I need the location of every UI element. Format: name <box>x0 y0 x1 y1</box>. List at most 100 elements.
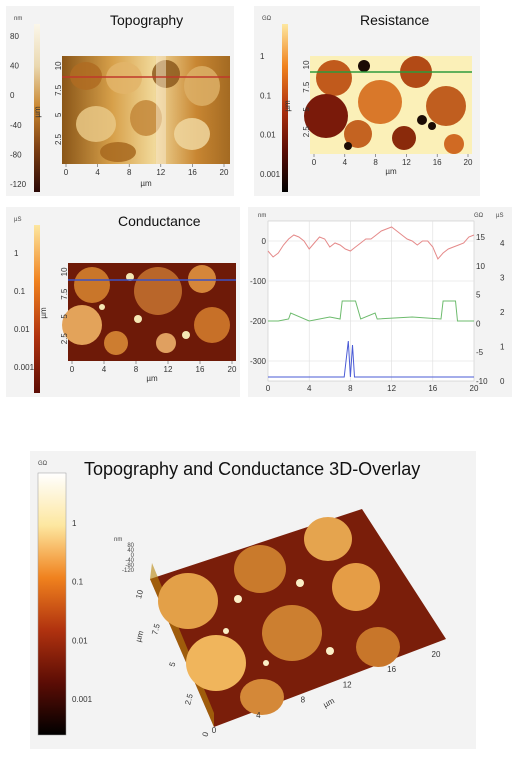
resistance-title: Resistance <box>360 12 430 28</box>
overlay-z-label: nm <box>114 537 122 543</box>
profile-right1-tick: 10 <box>476 262 485 271</box>
conductance-x-tick: 8 <box>134 365 139 374</box>
conductance-colorbar <box>34 225 40 393</box>
overlay-colorbar-tick: 1 <box>72 519 77 528</box>
resistance-y-tick: 7.5 <box>302 81 311 93</box>
resistance-x-tick: 0 <box>312 158 317 167</box>
conductance-y-tick: 10 <box>60 267 69 276</box>
resistance-x-tick: 20 <box>464 158 473 167</box>
profile-x-tick: 12 <box>387 384 396 393</box>
topography-colorbar-unit: nm <box>14 16 22 22</box>
profile-right2-tick: 0 <box>500 377 505 386</box>
overlay-y-label: µm <box>134 629 146 643</box>
resistance-x-tick: 16 <box>433 158 442 167</box>
resistance-colorbar <box>282 24 288 192</box>
overlay-x-tick: 20 <box>432 650 441 659</box>
overlay-y-tick: 0 <box>201 731 211 738</box>
profile-x-tick: 4 <box>307 384 312 393</box>
profile-x-tick: 16 <box>428 384 437 393</box>
overlay-colorbar-unit: GΩ <box>38 461 48 467</box>
topography-y-tick: 10 <box>54 61 63 70</box>
conductance-map: µS 1 0.1 0.01 0.001 0 4 8 12 16 20 2.5 5 7.5 10 µm µ… <box>14 217 237 393</box>
overlay-x-tick: 8 <box>301 696 306 705</box>
conductance-x-tick: 16 <box>196 365 205 374</box>
profile-series-0 <box>267 226 475 260</box>
topography-y-tick: 7.5 <box>54 84 63 96</box>
overlay-colorbar-tick: 0.001 <box>72 695 93 704</box>
overlay-z-tick: -80 <box>125 563 134 569</box>
overlay-x-label: µm <box>322 696 336 709</box>
topography-colorbar-tick: 0 <box>10 91 15 100</box>
profile-right2-tick: 2 <box>500 308 505 317</box>
conductance-x-tick: 12 <box>164 365 173 374</box>
profile-right1-tick: -10 <box>476 377 488 386</box>
overlay-title: Topography and Conductance 3D-Overlay <box>84 459 421 479</box>
profile-chart-panel: 0 4 8 12 16 20 0 -100 -200 -300 15 10 5 0 -5 -10 4 3 2 1 0 n… <box>248 207 512 397</box>
topography-colorbar-tick: 80 <box>10 32 19 41</box>
profile-right1-tick: 5 <box>476 291 481 300</box>
topography-x-tick: 16 <box>188 168 197 177</box>
topography-y-label: µm <box>33 106 42 118</box>
topography-colorbar-tick: -40 <box>10 121 22 130</box>
conductance-x-tick: 20 <box>228 365 237 374</box>
resistance-colorbar-tick: 0.001 <box>260 170 281 179</box>
profile-left-tick: 0 <box>262 237 267 246</box>
conductance-colorbar-unit: µS <box>14 217 21 223</box>
profile-right-unit-2: µS <box>496 213 503 219</box>
conductance-colorbar-tick: 0.001 <box>14 363 35 372</box>
topography-colorbar-tick: -120 <box>10 180 27 189</box>
conductance-colorbar-tick: 0.1 <box>14 287 26 296</box>
conductance-title: Conductance <box>118 213 201 229</box>
resistance-colorbar-tick: 0.1 <box>260 91 272 100</box>
overlay-colorbar-tick: 0.01 <box>72 636 88 645</box>
profile-plot-area <box>267 220 475 382</box>
profile-right2-tick: 4 <box>500 239 505 248</box>
topography-grains <box>70 56 220 164</box>
conductance-colorbar-tick: 1 <box>14 249 19 258</box>
profile-right1-tick: 15 <box>476 233 485 242</box>
profile-series-2 <box>268 340 474 378</box>
resistance-x-label: µm <box>385 167 397 176</box>
resistance-x-tick: 12 <box>402 158 411 167</box>
conductance-grains <box>62 265 230 355</box>
overlay-z-tick: 40 <box>127 548 134 554</box>
resistance-x-tick: 8 <box>373 158 378 167</box>
topography-map: nm 80 40 0 -40 -80 -120 0 4 8 12 16 20 2.5 5 7.5 10 µm… <box>10 16 230 192</box>
profile-left-tick: -200 <box>250 317 267 326</box>
resistance-map: GΩ 1 0.1 0.01 0.001 0 4 8 12 16 20 2.5 5 7.5 10 µm µ… <box>260 16 473 192</box>
profile-x-tick: 8 <box>348 384 353 393</box>
overlay-y-tick: 5 <box>168 661 178 668</box>
topography-colorbar-tick: -80 <box>10 150 22 159</box>
topography-panel: Topography nm 80 40 0 -40 -80 -120 0 4 8 12 16 20 <box>6 6 234 196</box>
conductance-x-label: µm <box>146 374 158 383</box>
profile-x-tick: 0 <box>266 384 271 393</box>
overlay-x-tick: 4 <box>256 711 261 720</box>
profile-right2-tick: 3 <box>500 274 505 283</box>
profile-right1-tick: -5 <box>476 348 484 357</box>
overlay-3d: GΩ 1 0.1 0.01 0.001 0 4 8 12 16 20 0 2.5 5 7.5 10 8040… <box>37 461 446 738</box>
resistance-colorbar-tick: 1 <box>260 52 265 61</box>
overlay-grains <box>158 517 400 715</box>
resistance-colorbar-tick: 0.01 <box>260 131 276 140</box>
conductance-colorbar-tick: 0.01 <box>14 325 30 334</box>
profile-left-tick: -100 <box>250 277 267 286</box>
overlay-x-tick: 16 <box>387 665 396 674</box>
resistance-x-tick: 4 <box>343 158 348 167</box>
topography-x-tick: 20 <box>220 168 229 177</box>
profile-left-tick: -300 <box>250 357 267 366</box>
overlay-x-tick: 12 <box>343 680 352 689</box>
conductance-y-label: µm <box>39 307 48 319</box>
conductance-y-tick: 5 <box>60 314 69 319</box>
overlay-z-tick: -120 <box>122 568 135 574</box>
overlay-y-tick: 10 <box>134 588 145 599</box>
topography-x-tick: 4 <box>95 168 100 177</box>
topography-title: Topography <box>110 12 184 28</box>
resistance-y-label: µm <box>283 100 292 112</box>
topography-y-tick: 5 <box>54 112 63 117</box>
profile-series-1 <box>268 300 474 322</box>
profile-right2-tick: 1 <box>500 343 505 352</box>
resistance-colorbar-unit: GΩ <box>262 16 272 22</box>
conductance-y-tick: 7.5 <box>60 288 69 300</box>
overlay-panel: Topography and Conductance 3D-Overlay GΩ… <box>30 451 476 749</box>
